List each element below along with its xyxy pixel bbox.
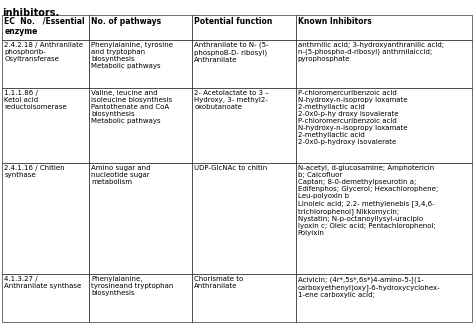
Text: 1.1.1.86 /
Ketol acid
reductoisomerase: 1.1.1.86 / Ketol acid reductoisomerase (4, 90, 67, 110)
Text: P-chloromercuribenzoic acid
N-hydroxy-n-isopropy loxamate
2-methyllactic acid
2-: P-chloromercuribenzoic acid N-hydroxy-n-… (298, 90, 407, 145)
Text: Phenylalanine,
tyrosineand tryptophan
biosynthesis: Phenylalanine, tyrosineand tryptophan bi… (91, 276, 173, 296)
Text: Valine, leucine and
isoleucine biosynthesis
Pantothenate and CoA
biosynthesis
Me: Valine, leucine and isoleucine biosynthe… (91, 90, 172, 124)
Text: 2.4.2.18 / Anthranilate
phosphorib-
Osyltransferase: 2.4.2.18 / Anthranilate phosphorib- Osyl… (4, 42, 83, 62)
Text: Acivicin; (4r*,5s*,6s*)4-amino-5-[(1-
carboxyethenyl)oxy]-6-hydroxycyclohex-
1-e: Acivicin; (4r*,5s*,6s*)4-amino-5-[(1- ca… (298, 276, 440, 298)
Text: EC  No.   /Essential
enzyme: EC No. /Essential enzyme (4, 17, 85, 36)
Text: Potential function: Potential function (194, 17, 273, 26)
Text: No. of pathways: No. of pathways (91, 17, 161, 26)
Text: 2.4.1.16 / Chitien
synthase: 2.4.1.16 / Chitien synthase (4, 165, 65, 179)
Text: N-acetyl, d-glucosamine; Amphotericin
b; Calcofluor
Captan; 8-0-demethylpseuroti: N-acetyl, d-glucosamine; Amphotericin b;… (298, 165, 438, 236)
Text: Known Inhibitors: Known Inhibitors (298, 17, 371, 26)
Text: 4.1.3.27 /
Anthranilate synthase: 4.1.3.27 / Anthranilate synthase (4, 276, 82, 289)
Text: UDP-GlcNAc to chitin: UDP-GlcNAc to chitin (194, 165, 267, 171)
Text: anthrnilic acid; 3-hydroxyanthranilic acid;
n-(5-phospho-d-ribosyl) anthrnilaicc: anthrnilic acid; 3-hydroxyanthranilic ac… (298, 42, 444, 63)
Text: Anthranilate to N- (5-
phosphoB-D- ribosyl)
Anthranilate: Anthranilate to N- (5- phosphoB-D- ribos… (194, 42, 269, 63)
Text: inhibitors.: inhibitors. (2, 8, 60, 18)
Text: Amino sugar and
nucleotide sugar
metabolism: Amino sugar and nucleotide sugar metabol… (91, 165, 151, 185)
Text: 2- Acetolactate to 3 –
Hydroxy, 3- methyl2-
oxobutanoate: 2- Acetolactate to 3 – Hydroxy, 3- methy… (194, 90, 269, 110)
Text: Chorismate to
Anthranilate: Chorismate to Anthranilate (194, 276, 244, 289)
Text: Phenylalanine, tyrosine
and tryptophan
biosynthesis
Metabolic pathways: Phenylalanine, tyrosine and tryptophan b… (91, 42, 173, 69)
